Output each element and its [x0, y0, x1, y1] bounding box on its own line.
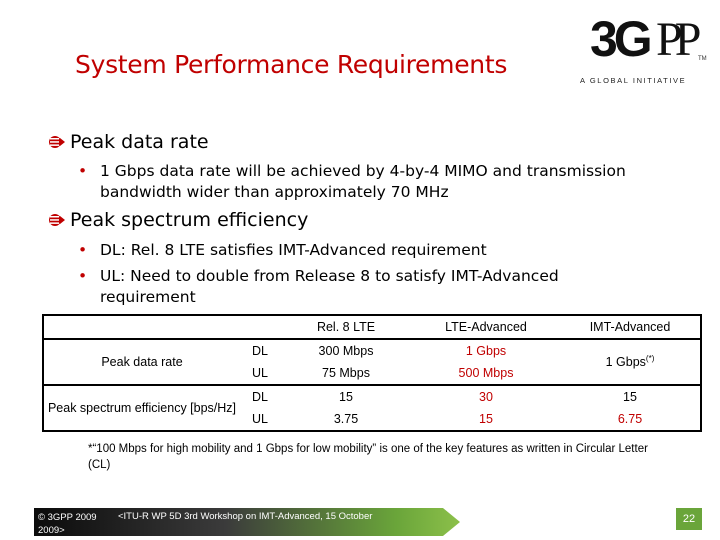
table-cell: 3.75 — [280, 408, 412, 432]
sub-bullet-line2: requirement — [100, 288, 196, 306]
table-cell: 30 — [412, 384, 560, 408]
table-cell: 15 — [280, 384, 412, 408]
table-cell: 75 Mbps — [322, 366, 370, 380]
table-cell: 500 Mbps — [458, 366, 514, 380]
table-cell: 1 Gbps — [412, 338, 560, 362]
column-header: LTE-Advanced — [412, 314, 560, 339]
direction-cell: DL — [240, 338, 280, 362]
footer-event: <ITU-R WP 5D 3rd Workshop on IMT-Advance… — [118, 511, 373, 522]
logo-trademark: TM — [698, 56, 707, 62]
bullet-arrow-icon — [49, 214, 65, 226]
bullet-dot-icon: • — [78, 267, 88, 285]
3gpp-logo: 3G PP TM A GLOBAL INITIATIVE — [578, 8, 707, 90]
bullet-dot-icon: • — [78, 241, 88, 259]
imt-value: 1 Gbps — [605, 355, 646, 370]
bullet-arrow-icon — [49, 136, 65, 148]
table-cell: 15 — [412, 408, 560, 432]
footer-bar — [34, 508, 460, 536]
bullet-heading: Peak spectrum efficiency — [70, 209, 309, 231]
table-row: UL 75 Mbps 500 Mbps — [43, 362, 701, 385]
sub-bullet-item: • UL: Need to double from Release 8 to sa… — [78, 266, 559, 308]
table-cell: 15 — [560, 384, 702, 408]
footnote: *“100 Mbps for high mobility and 1 Gbps … — [88, 443, 648, 471]
sub-bullet-item: • DL: Rel. 8 LTE satisfies IMT-Advanced r… — [78, 240, 487, 261]
direction-cell: DL — [240, 384, 280, 408]
footer-copyright-text: © 3GPP 2009 — [38, 512, 97, 523]
table-cell: 6.75 — [560, 408, 702, 432]
sub-bullet-line1: 1 Gbps data rate will be achieved by 4-b… — [100, 162, 626, 180]
table-corner-cell — [42, 314, 240, 339]
column-header: Rel. 8 LTE — [280, 314, 412, 339]
bullet-peak-data-rate: Peak data rate — [48, 131, 209, 153]
table-row: Peak data rate DL 300 Mbps 1 Gbps 1 Gbps… — [42, 338, 702, 385]
sub-bullet-item: • 1 Gbps data rate will be achieved by 4-… — [78, 161, 626, 203]
page-number: 22 — [676, 508, 702, 530]
column-header: IMT-Advanced — [560, 314, 702, 339]
bullet-peak-spectrum-efficiency: Peak spectrum efficiency — [48, 209, 308, 231]
sub-bullet-line2: bandwidth wider than approximately 70 MH… — [100, 183, 449, 201]
row-header: Peak data rate — [42, 338, 240, 385]
table-cell: 300 Mbps — [280, 338, 412, 362]
logo-mark-3g: 3G — [590, 11, 653, 67]
footer-copyright-cut: 2009> — [38, 525, 65, 536]
logo-mark-pp: PP — [656, 13, 701, 66]
sub-bullet-line1: UL: Need to double from Release 8 to sat… — [100, 267, 559, 285]
table-row: UL 3.75 15 6.75 — [43, 408, 702, 432]
requirements-table: Rel. 8 LTE LTE-Advanced IMT-Advanced Pea… — [42, 314, 702, 432]
bullet-heading: Peak data rate — [70, 131, 209, 153]
direction-cell: UL — [240, 408, 280, 432]
bullet-dot-icon: • — [78, 162, 88, 180]
row-header: Peak spectrum efficiency [bps/Hz] — [42, 384, 240, 432]
footer-copyright: © 3GPP 2009 2009> — [38, 511, 108, 537]
table-corner-cell — [240, 314, 280, 339]
logo-tagline: A GLOBAL INITIATIVE — [580, 76, 687, 85]
table-header-row: Rel. 8 LTE LTE-Advanced IMT-Advanced — [42, 314, 702, 339]
table-row: Peak spectrum efficiency [bps/Hz] DL 15 … — [42, 384, 702, 432]
sub-bullet-line1: DL: Rel. 8 LTE satisfies IMT-Advanced re… — [100, 241, 487, 259]
table-cell: 1 Gbps(*) — [560, 338, 702, 385]
slide-title: System Performance Requirements — [75, 50, 508, 79]
direction-cell: UL — [252, 366, 268, 380]
footnote-marker: (*) — [645, 354, 655, 364]
